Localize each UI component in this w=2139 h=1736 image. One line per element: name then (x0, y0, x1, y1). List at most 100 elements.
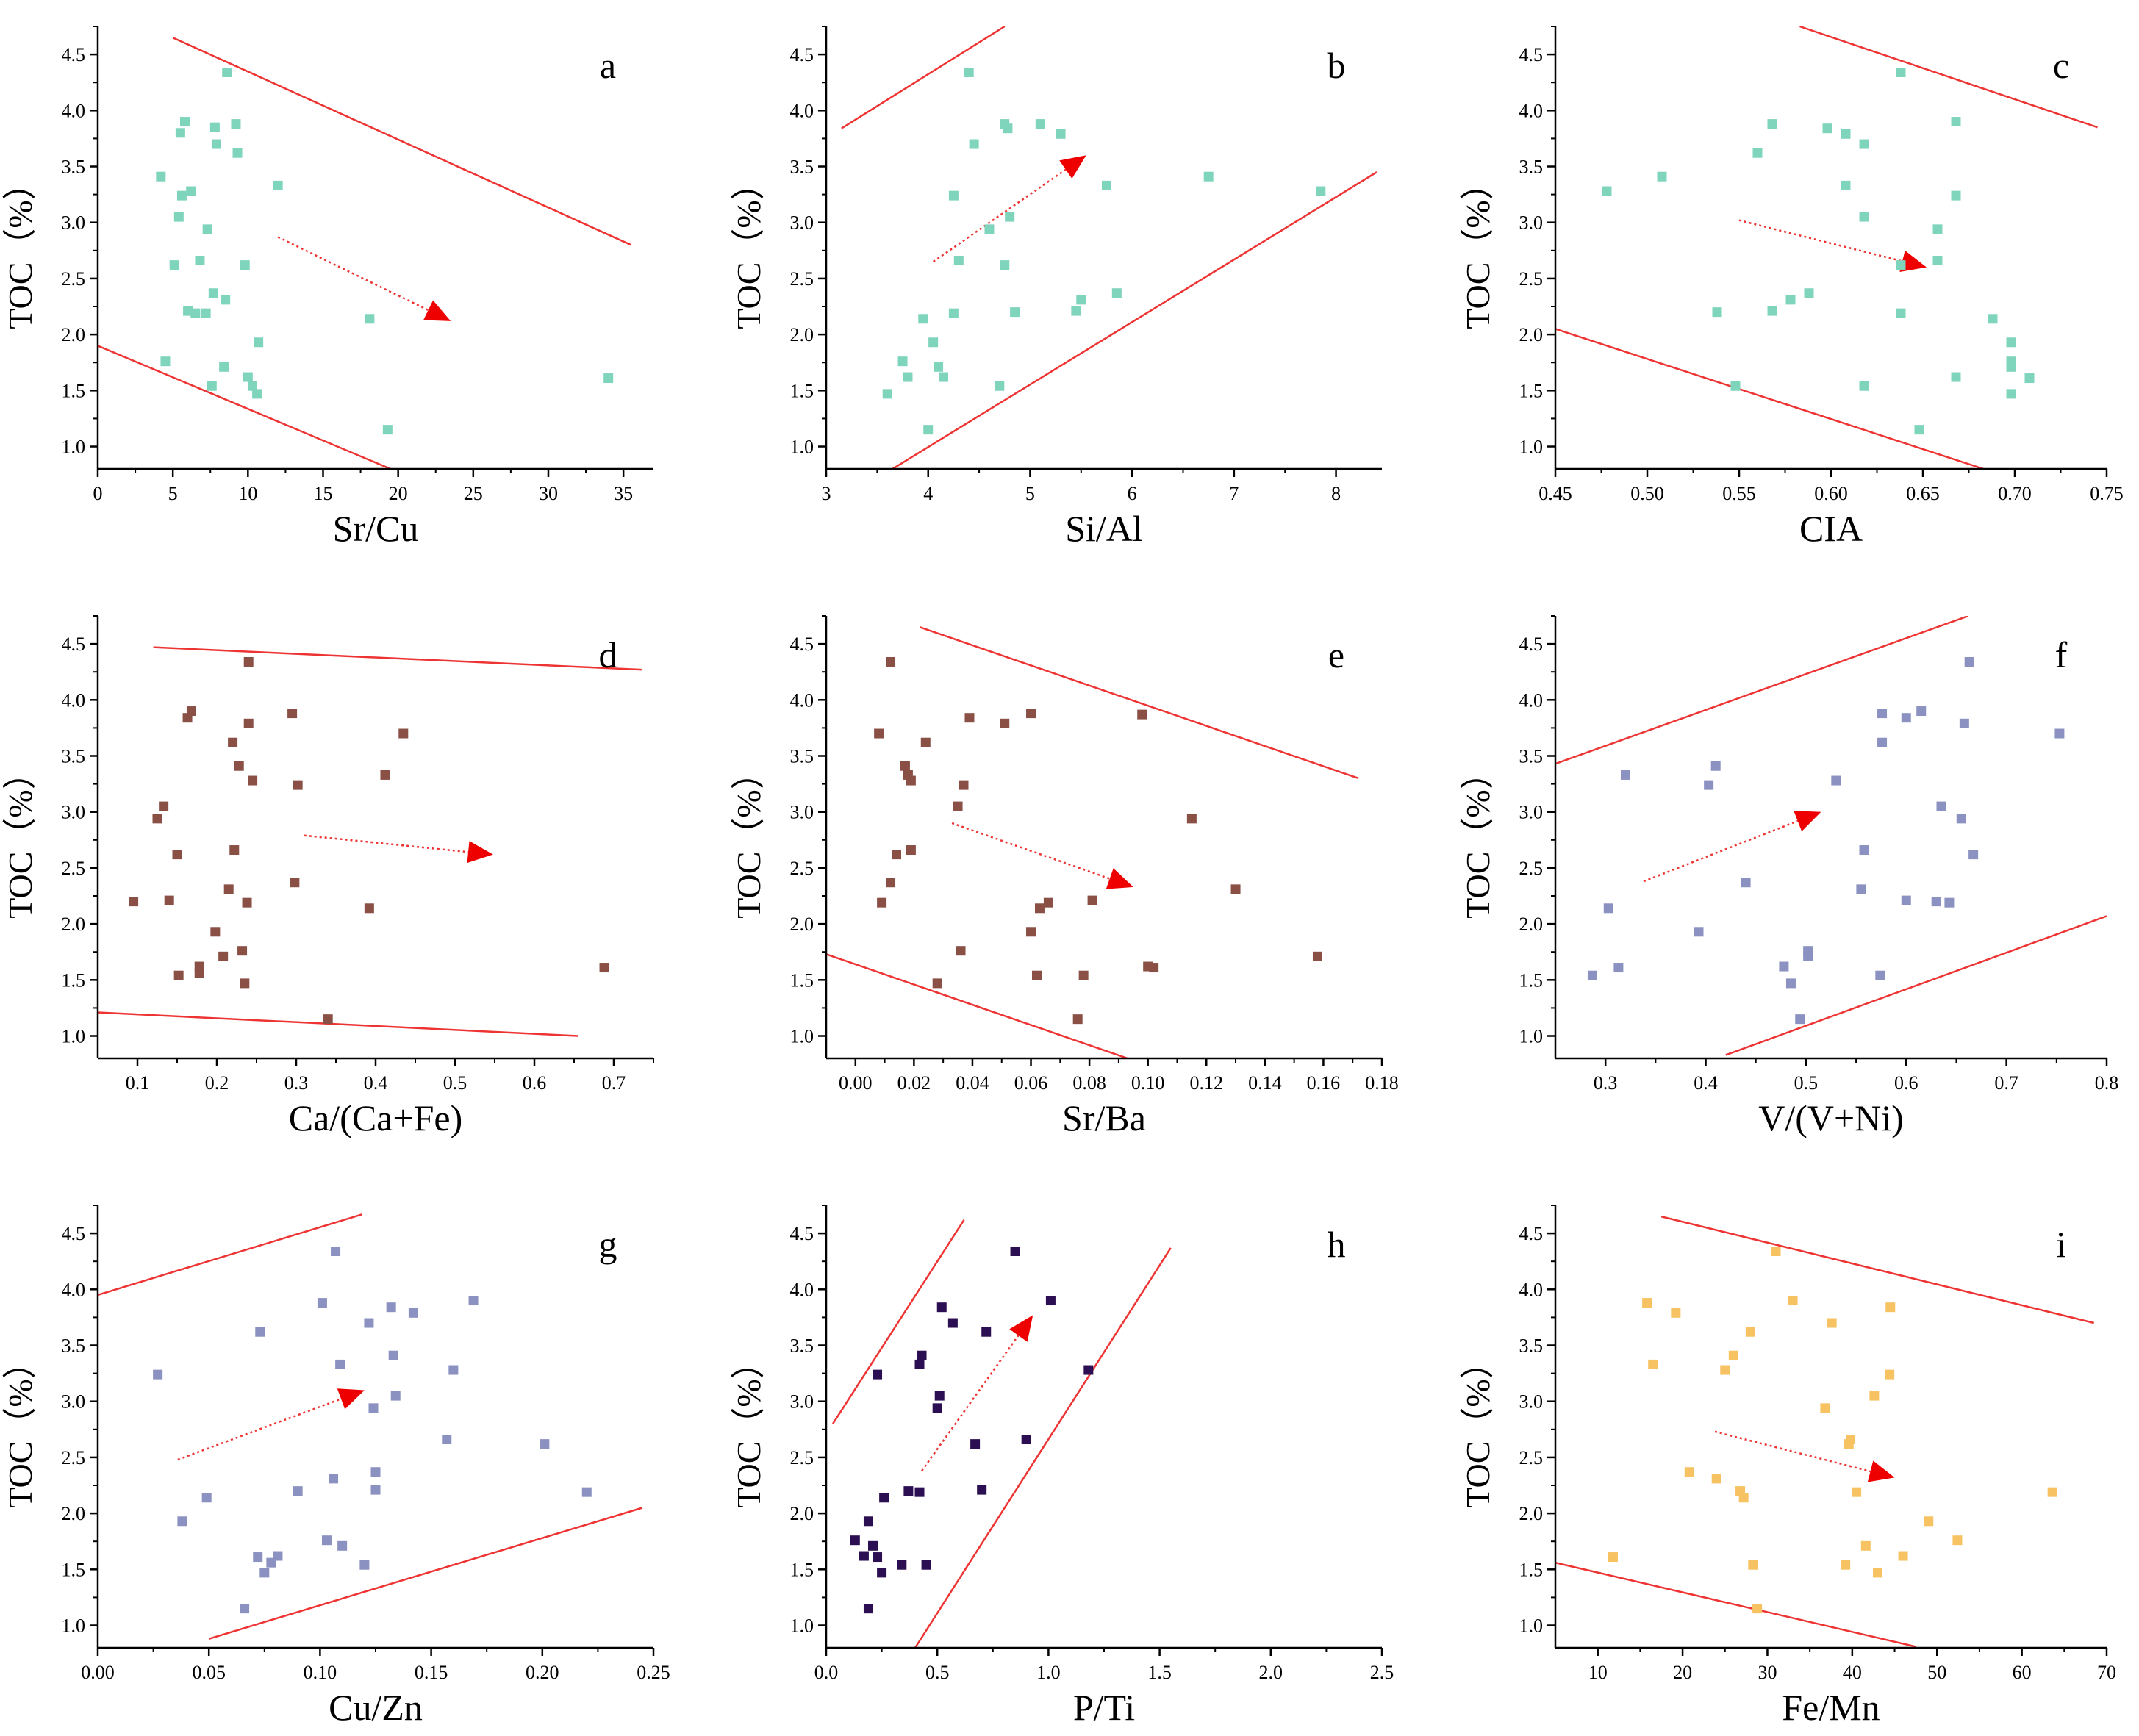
data-point (1860, 1540, 1871, 1551)
data-point (1896, 308, 1906, 318)
data-point (906, 845, 916, 856)
panel-letter: a (600, 45, 616, 86)
data-point (293, 1486, 303, 1496)
data-point (1852, 1487, 1862, 1497)
reference-line (153, 646, 642, 671)
reference-lines (98, 37, 631, 469)
data-point (1956, 814, 1966, 824)
data-point (1620, 770, 1630, 780)
data-point (1694, 927, 1704, 937)
data-point (331, 1246, 341, 1256)
reference-lines (98, 646, 642, 1037)
data-point (1710, 761, 1721, 771)
y-tick-label: 2.0 (790, 324, 814, 345)
y-tick-label: 2.0 (1519, 1503, 1544, 1524)
data-point (891, 850, 901, 860)
data-point (1072, 1014, 1083, 1025)
y-tick-label: 3.0 (1519, 1391, 1544, 1413)
data-point (914, 1359, 925, 1369)
data-point (229, 845, 240, 856)
data-point (932, 978, 942, 989)
y-axis-label: TOC（%） (1, 1345, 39, 1508)
data-point (219, 362, 229, 372)
data-point (1859, 381, 1869, 391)
reference-line (1555, 1561, 1916, 1648)
x-tick-label: 0.70 (1998, 483, 2032, 504)
x-tick-label: 70 (2097, 1662, 2116, 1683)
data-point (186, 186, 196, 196)
data-point (906, 775, 916, 786)
data-point (1859, 212, 1869, 222)
data-point (382, 425, 393, 435)
x-tick-label: 0.6 (1894, 1072, 1918, 1094)
y-tick-label: 3.0 (62, 212, 86, 234)
x-tick-label: 0.06 (1014, 1072, 1048, 1094)
data-point (386, 1302, 396, 1313)
data-point (873, 1369, 883, 1380)
data-point (1111, 288, 1122, 298)
panel-f: 0.3 0.4 0.5 0.6 0.7 0.8 1.0 1.5 2.0 2.5 3.0 3.5 4.0 4… (1459, 615, 2118, 1138)
x-tick-label: 0.3 (284, 1072, 309, 1094)
x-tick-label: 0.00 (839, 1072, 873, 1094)
y-tick-label: 2.0 (62, 914, 86, 935)
data-point (964, 713, 975, 723)
data-point (398, 728, 409, 739)
data-point (1101, 180, 1111, 190)
trend-arrow-head (1867, 1460, 1895, 1482)
data-point (1896, 67, 1906, 77)
data-point (886, 878, 896, 888)
data-point (1720, 1365, 1730, 1375)
panel-g: 0.00 0.05 0.10 0.15 0.20 0.25 1.0 1.5 2.0 2.5 3.0 3… (1, 1205, 670, 1728)
data-point (948, 190, 959, 201)
y-tick-label: 2.0 (62, 1503, 86, 1524)
data-point (1831, 775, 1841, 786)
data-point (365, 314, 375, 324)
y-tick-label: 1.0 (62, 1026, 86, 1047)
data-point (1872, 1568, 1882, 1578)
y-axis-label: TOC（%） (730, 1345, 767, 1508)
x-tick-label: 0.3 (1594, 1072, 1618, 1094)
data-point (223, 884, 234, 894)
data-point (897, 356, 908, 367)
x-tick-label: 0.7 (602, 1072, 626, 1094)
x-tick-label: 0.0 (814, 1662, 839, 1683)
data-point (248, 775, 258, 786)
trend-arrow-head (1059, 155, 1086, 179)
data-point (1846, 1435, 1856, 1445)
trend-arrow-line (177, 1398, 342, 1461)
data-point (209, 122, 220, 132)
y-tick-label: 3.0 (62, 802, 86, 823)
data-point (1738, 1493, 1749, 1503)
data-point (194, 968, 204, 978)
x-tick-label: 0.75 (2090, 483, 2124, 504)
x-tick-label: 15 (313, 483, 332, 504)
data-point (207, 381, 217, 391)
data-point (1936, 801, 1946, 811)
reference-line (98, 1011, 578, 1037)
y-tick-label: 1.5 (790, 1559, 814, 1580)
reference-lines (1555, 1216, 2094, 1648)
y-tick-label: 1.0 (62, 1615, 86, 1637)
trend-arrow-line (1643, 819, 1799, 883)
reference-line (826, 953, 1128, 1058)
data-point (273, 1551, 283, 1561)
y-tick-label: 3.5 (62, 1335, 86, 1357)
y-tick-label: 3.0 (790, 212, 814, 234)
data-point (164, 895, 174, 905)
data-point (172, 850, 182, 860)
x-tick-label: 0.5 (925, 1662, 950, 1683)
data-point (1788, 1296, 1798, 1306)
data-point (1748, 1560, 1758, 1570)
y-tick-label: 4.0 (1519, 1279, 1544, 1300)
data-point (321, 1535, 332, 1546)
data-point (186, 706, 196, 717)
trend-arrow-head (1794, 811, 1821, 832)
data-point (1841, 180, 1851, 190)
data-point (129, 897, 139, 907)
data-point (1056, 129, 1066, 139)
y-tick-label: 1.0 (1519, 437, 1544, 458)
x-tick-label: 0.25 (637, 1662, 670, 1683)
y-tick-label: 2.5 (62, 268, 86, 290)
panel-d: 0.1 0.2 0.3 0.4 0.5 0.6 0.7 1.0 1.5 2.0 2.5 3.0 3.5 4… (1, 615, 654, 1138)
data-point (947, 1318, 958, 1328)
